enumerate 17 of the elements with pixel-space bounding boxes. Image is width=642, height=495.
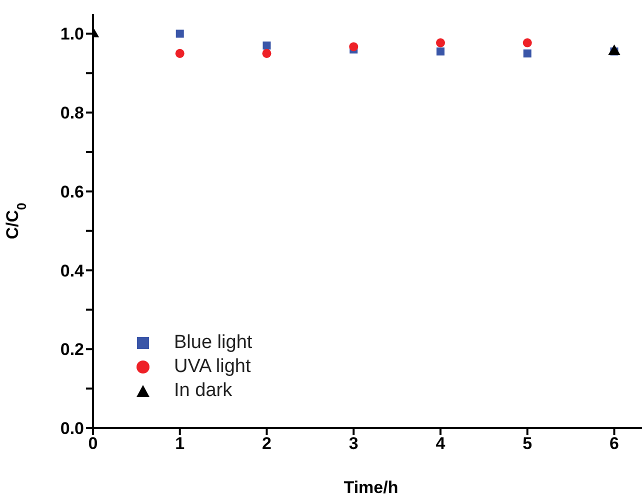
- legend-label: Blue light: [174, 331, 252, 355]
- x-tick-label: 5: [522, 434, 532, 454]
- x-tick-label: 2: [262, 434, 272, 454]
- x-tick-label: 3: [348, 434, 358, 454]
- y-tick-label: 0.8: [60, 104, 84, 123]
- legend-label: In dark: [174, 379, 232, 403]
- y-tick-label: 1.0: [60, 24, 84, 44]
- x-tick-label: 0: [88, 434, 98, 454]
- x-tick-label: 4: [436, 434, 446, 454]
- x-tick-label: 1: [175, 434, 185, 454]
- y-tick-label: 0.6: [60, 182, 84, 202]
- x-axis-title: Time/h: [344, 478, 398, 495]
- y-tick-label: 0.2: [60, 340, 84, 360]
- x-tick-label: 6: [610, 434, 619, 454]
- y-tick-label: 0.4: [60, 261, 85, 280]
- y-tick-label: 0.0: [60, 419, 84, 438]
- legend-label: UVA light: [174, 355, 251, 379]
